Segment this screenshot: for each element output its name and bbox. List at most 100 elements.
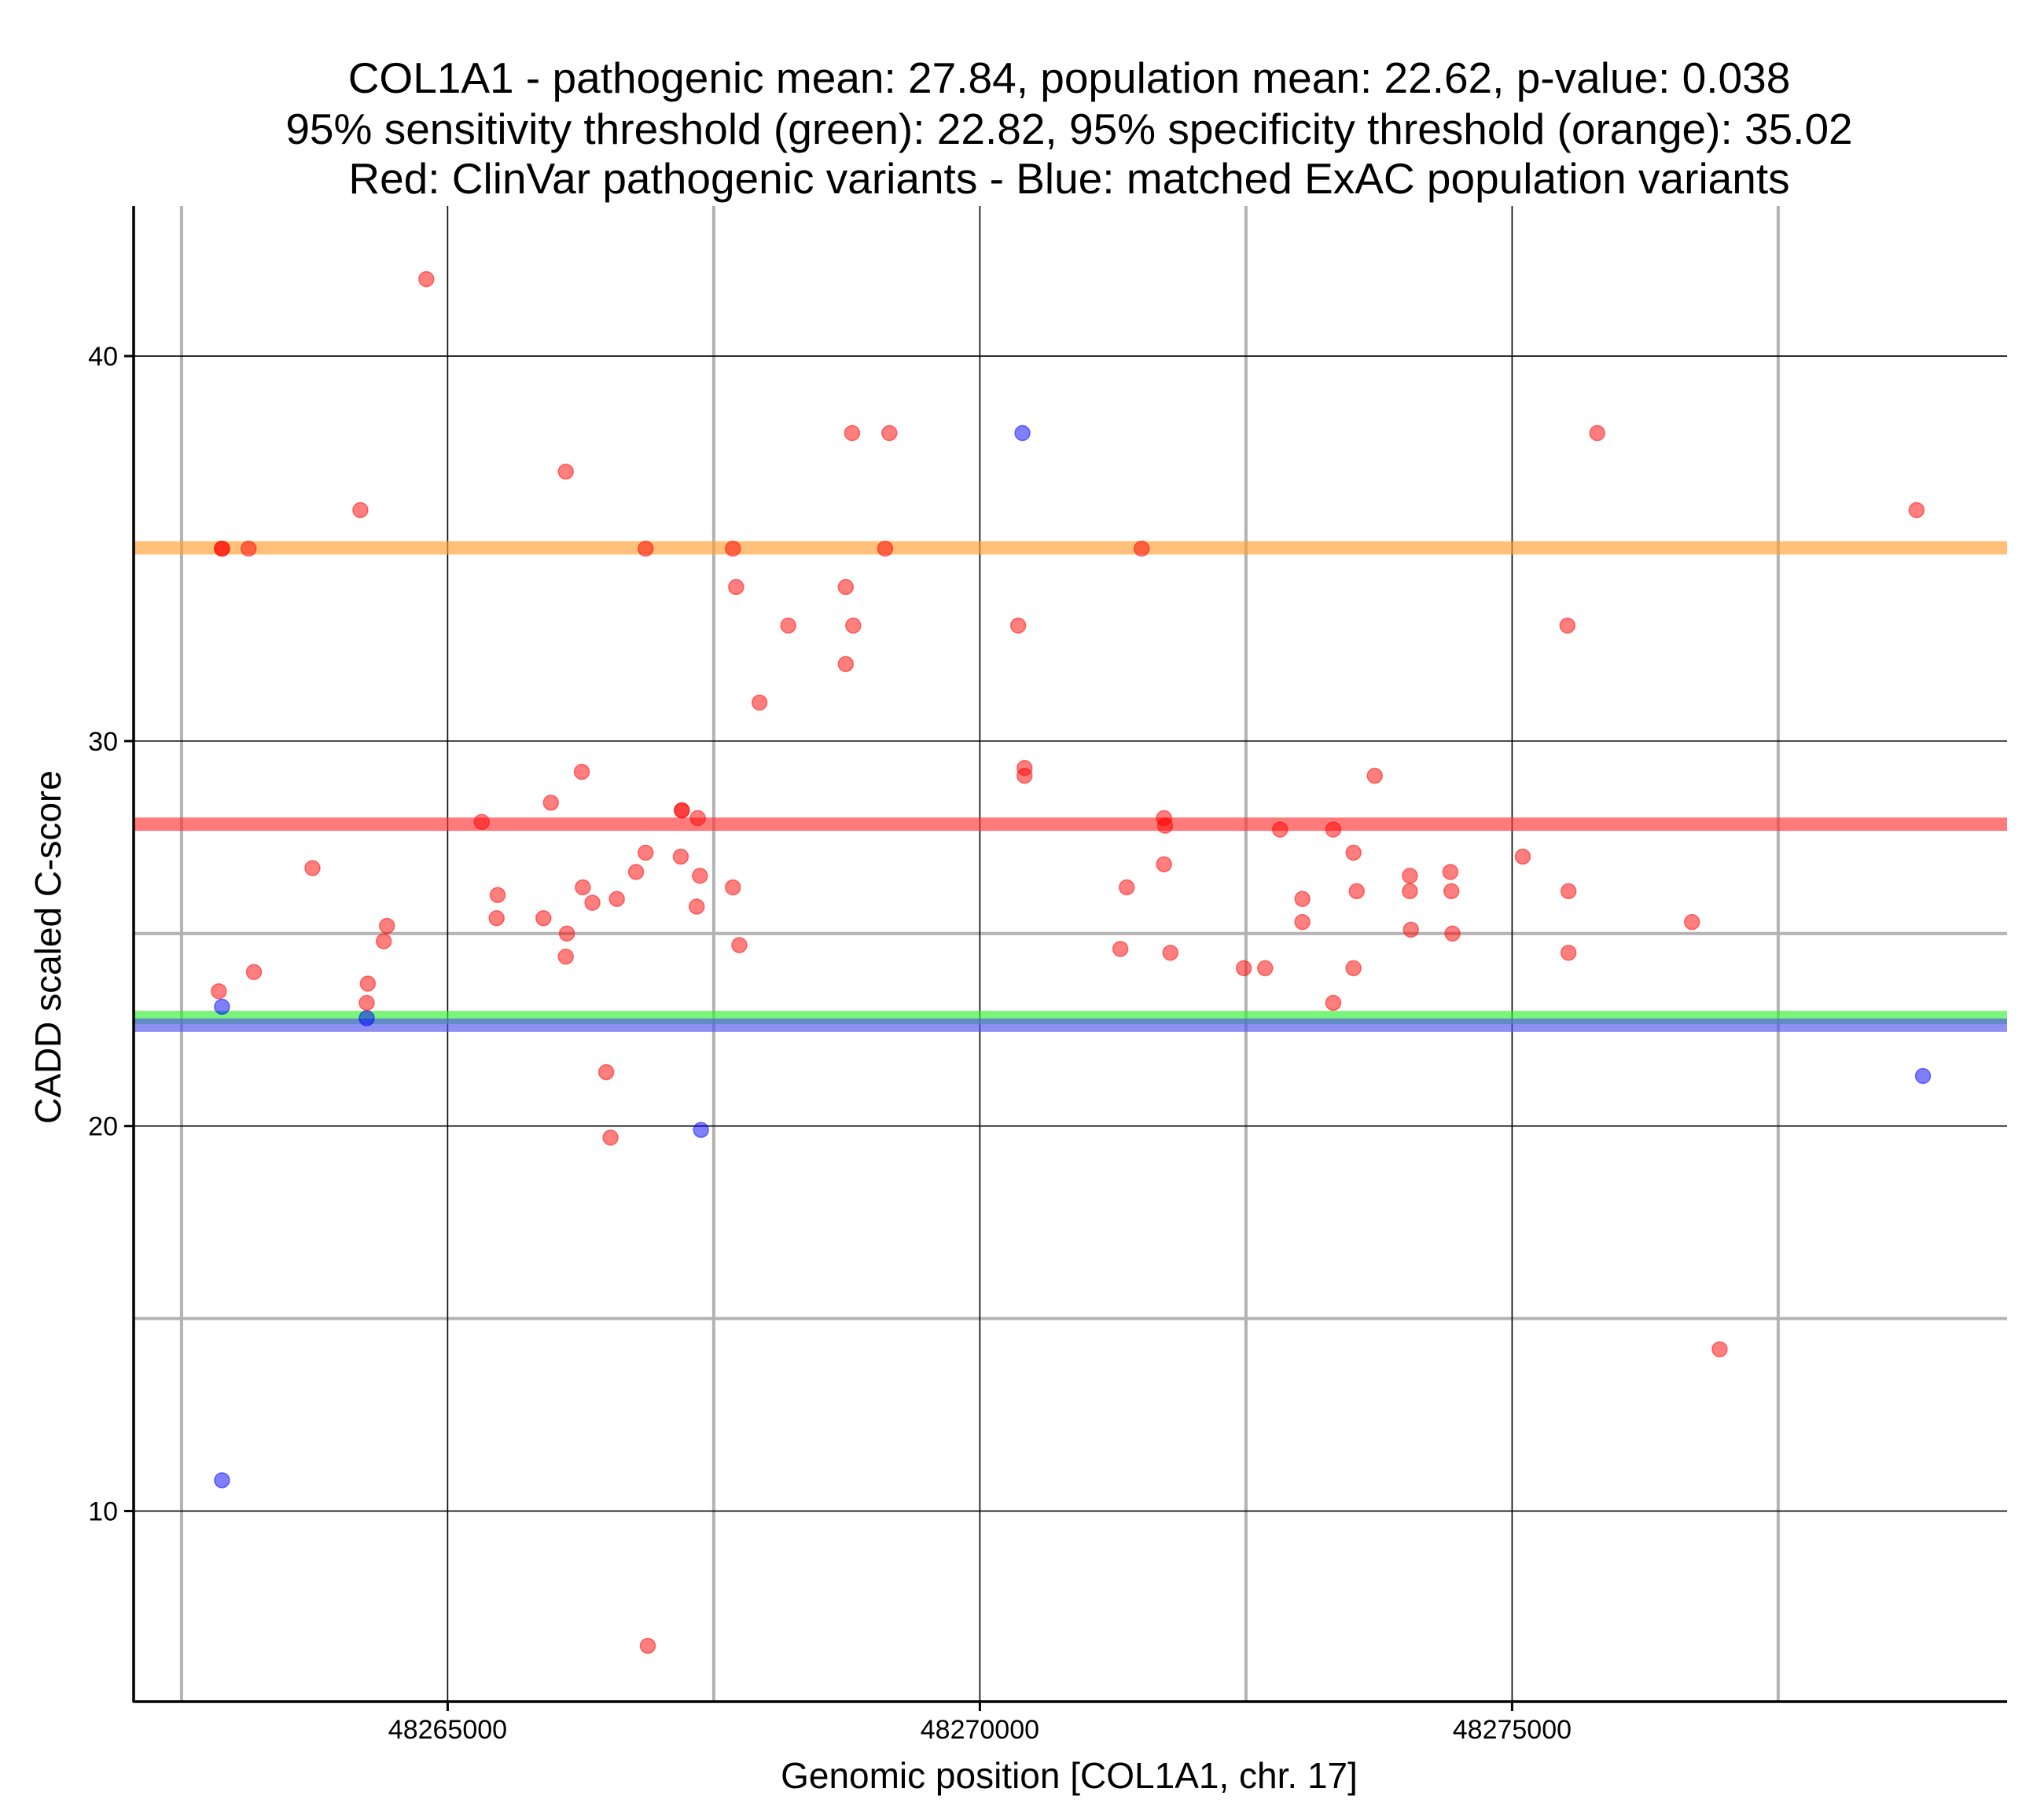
pathogenic-variant-point bbox=[672, 848, 689, 865]
pathogenic-variant-point bbox=[557, 948, 574, 965]
y-axis-label: CADD scaled C-score bbox=[28, 770, 68, 1124]
pathogenic-variant-point bbox=[1119, 879, 1135, 896]
pathogenic-variant-point bbox=[608, 890, 625, 907]
pathogenic-variant-point bbox=[489, 887, 506, 904]
pathogenic-variant-point bbox=[211, 983, 227, 1000]
pathogenic-variant-point bbox=[674, 802, 690, 819]
pathogenic-variant-point bbox=[1348, 883, 1365, 900]
pathogenic-variant-point bbox=[1257, 960, 1274, 977]
pathogenic-variant-point bbox=[1366, 767, 1383, 784]
pathogenic-variant-point bbox=[689, 810, 706, 827]
title-line-1: COL1A1 - pathogenic mean: 27.84, populat… bbox=[348, 53, 1791, 102]
pathogenic-variant-point bbox=[728, 578, 744, 596]
pathogenic-variant-point bbox=[1560, 945, 1577, 961]
pathogenic-variant-point bbox=[1683, 913, 1700, 931]
pathogenic-variant-point bbox=[1162, 945, 1179, 961]
pathogenic-variant-point bbox=[751, 694, 768, 711]
population-variant-point bbox=[1914, 1067, 1932, 1085]
pathogenic-variant-point bbox=[844, 424, 861, 442]
pathogenic-variant-point bbox=[837, 578, 855, 596]
pathogenic-variant-point bbox=[375, 933, 392, 949]
pathogenic-variant-point bbox=[1112, 941, 1129, 957]
axes bbox=[124, 206, 2007, 1711]
pathogenic-variant-point bbox=[245, 964, 263, 981]
pathogenic-variant-point bbox=[1271, 821, 1289, 838]
pathogenic-variant-point bbox=[1589, 424, 1605, 442]
data-points bbox=[211, 270, 1932, 1654]
y-tick-label: 20 bbox=[88, 1112, 118, 1142]
y-tick-labels: 10 20 30 40 bbox=[88, 342, 118, 1526]
pathogenic-variant-point bbox=[638, 540, 654, 557]
pathogenic-variant-point bbox=[584, 894, 601, 911]
pathogenic-variant-point bbox=[1133, 540, 1150, 557]
pathogenic-variant-point bbox=[1402, 921, 1420, 938]
pathogenic-variant-point bbox=[1444, 925, 1461, 942]
pathogenic-variant-point bbox=[1016, 767, 1033, 784]
pathogenic-variant-point bbox=[1402, 883, 1418, 900]
population-variant-point bbox=[214, 998, 230, 1015]
pathogenic-variant-point bbox=[689, 898, 705, 915]
title-line-2: 95% sensitivity threshold (green): 22.82… bbox=[285, 105, 1852, 153]
pathogenic-variant-point bbox=[1325, 994, 1342, 1012]
pathogenic-variant-point bbox=[1235, 960, 1252, 977]
pathogenic-variant-point bbox=[692, 868, 708, 884]
pathogenic-variant-point bbox=[1345, 844, 1362, 861]
pathogenic-variant-point bbox=[352, 501, 369, 519]
pathogenic-variant-point bbox=[1514, 848, 1531, 865]
population-variant-point bbox=[1014, 424, 1031, 442]
pathogenic-variant-point bbox=[1559, 617, 1576, 634]
minor-gridlines bbox=[134, 206, 2007, 1702]
pathogenic-variant-point bbox=[214, 540, 230, 557]
pathogenic-variant-point bbox=[359, 975, 377, 992]
pathogenic-variant-point bbox=[837, 655, 855, 673]
pathogenic-variant-point bbox=[731, 937, 748, 953]
pathogenic-variant-point bbox=[1294, 890, 1311, 907]
population-variant-point bbox=[693, 1122, 709, 1138]
pathogenic-variant-point bbox=[557, 463, 574, 480]
pathogenic-variant-point bbox=[1345, 960, 1362, 977]
pathogenic-variant-point bbox=[488, 909, 505, 927]
pathogenic-variant-point bbox=[639, 1637, 656, 1654]
pathogenic-variant-point bbox=[535, 909, 552, 927]
pathogenic-variant-point bbox=[304, 860, 321, 876]
pathogenic-variant-point bbox=[725, 879, 741, 896]
pathogenic-variant-point bbox=[240, 540, 257, 557]
chart-title: COL1A1 - pathogenic mean: 27.84, populat… bbox=[285, 53, 1852, 203]
y-tick-label: 40 bbox=[88, 342, 118, 372]
pathogenic-variant-point bbox=[418, 270, 435, 288]
x-axis-label: Genomic position [COL1A1, chr. 17] bbox=[781, 1755, 1358, 1796]
reference-lines bbox=[134, 541, 2007, 1032]
pathogenic-variant-point bbox=[542, 794, 560, 811]
y-tick-label: 30 bbox=[88, 727, 118, 757]
pathogenic-variant-point bbox=[881, 424, 898, 442]
pathogenic-variant-point bbox=[358, 994, 375, 1012]
pathogenic-variant-point bbox=[627, 864, 645, 880]
pathogenic-variant-point bbox=[780, 617, 796, 634]
major-gridlines bbox=[134, 206, 2007, 1702]
pathogenic-variant-point bbox=[725, 540, 741, 557]
pathogenic-variant-point bbox=[473, 813, 491, 830]
pathogenic-variant-point bbox=[573, 763, 590, 780]
pathogenic-variant-point bbox=[575, 879, 591, 896]
pathogenic-variant-point bbox=[1156, 856, 1172, 872]
pathogenic-variant-point bbox=[1009, 617, 1027, 634]
population-variant-point bbox=[214, 1472, 230, 1489]
x-tick-label: 48275000 bbox=[1453, 1715, 1572, 1745]
pathogenic-variant-point bbox=[1402, 868, 1418, 884]
title-line-3: Red: ClinVar pathogenic variants - Blue:… bbox=[348, 154, 1789, 203]
pathogenic-variant-point bbox=[1908, 501, 1925, 519]
pathogenic-variant-point bbox=[845, 617, 862, 634]
x-tick-label: 48265000 bbox=[388, 1715, 507, 1745]
pathogenic-variant-point bbox=[602, 1129, 619, 1146]
pathogenic-variant-point bbox=[558, 925, 575, 942]
pathogenic-variant-point bbox=[1560, 883, 1577, 900]
pathogenic-variant-point bbox=[1156, 817, 1174, 834]
pathogenic-variant-point bbox=[1711, 1341, 1728, 1358]
pathogenic-variant-point bbox=[1294, 913, 1311, 931]
y-tick-label: 10 bbox=[88, 1497, 118, 1527]
pathogenic-variant-point bbox=[597, 1063, 615, 1081]
pathogenic-variant-point bbox=[378, 917, 395, 935]
pathogenic-variant-point bbox=[1325, 821, 1342, 838]
pathogenic-variant-point bbox=[877, 540, 894, 557]
